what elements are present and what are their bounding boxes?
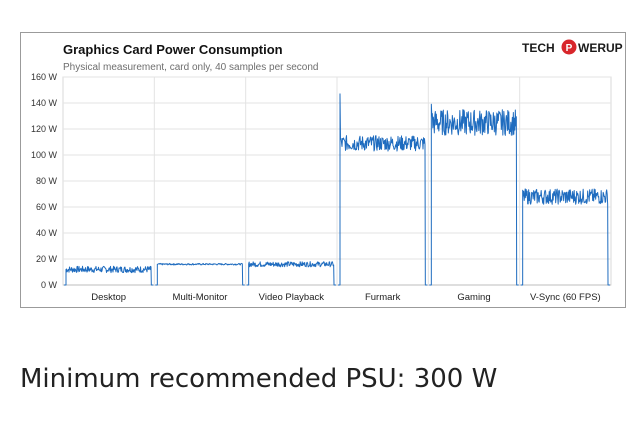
series-segment-video-playback	[246, 261, 336, 286]
x-tick-label: V-Sync (60 FPS)	[530, 292, 601, 303]
logo-power-icon	[561, 39, 577, 55]
chart-svg: Graphics Card Power Consumption Physical…	[31, 39, 623, 303]
min-psu-recommendation: Minimum recommended PSU: 300 W	[20, 364, 498, 394]
y-tick-label: 100 W	[31, 150, 58, 160]
segment-separators	[153, 77, 521, 285]
y-tick-label: 160 W	[31, 72, 58, 82]
chart-subtitle: Physical measurement, card only, 40 samp…	[63, 62, 319, 73]
series-segment-gaming	[429, 103, 519, 286]
y-tick-label: 40 W	[36, 228, 58, 238]
x-tick-label: Gaming	[457, 292, 490, 303]
x-tick-label: Video Playback	[259, 292, 325, 303]
logo-power-glyph: P	[566, 43, 573, 54]
y-tick-label: 120 W	[31, 124, 58, 134]
power-chart: Graphics Card Power Consumption Physical…	[20, 32, 626, 308]
y-tick-label: 0 W	[41, 280, 58, 290]
x-tick-label: Desktop	[91, 292, 126, 303]
logo-text-werup: WERUP	[578, 41, 623, 55]
y-tick-label: 20 W	[36, 254, 58, 264]
series-layer	[64, 93, 610, 286]
x-tick-label: Multi-Monitor	[173, 292, 228, 303]
logo-text-tech: TECH	[522, 41, 555, 55]
series-segment-desktop	[64, 265, 154, 286]
series-segment-multi-monitor	[155, 262, 245, 286]
chart-title: Graphics Card Power Consumption	[63, 42, 283, 57]
x-tick-label: Furmark	[365, 292, 401, 303]
y-tick-label: 80 W	[36, 176, 58, 186]
series-segment-v-sync-60-fps	[520, 188, 610, 286]
x-axis-labels: Desktop Multi-Monitor Video Playback Furmar…	[91, 292, 600, 303]
y-tick-label: 140 W	[31, 98, 58, 108]
series-segment-furmark	[338, 93, 428, 286]
techpowerup-logo: TECH P WERUP	[522, 39, 623, 55]
y-tick-label: 60 W	[36, 202, 58, 212]
y-axis-ticks: 0 W 20 W 40 W 60 W 80 W 100 W 120 W 140 W 160 W	[31, 72, 58, 290]
